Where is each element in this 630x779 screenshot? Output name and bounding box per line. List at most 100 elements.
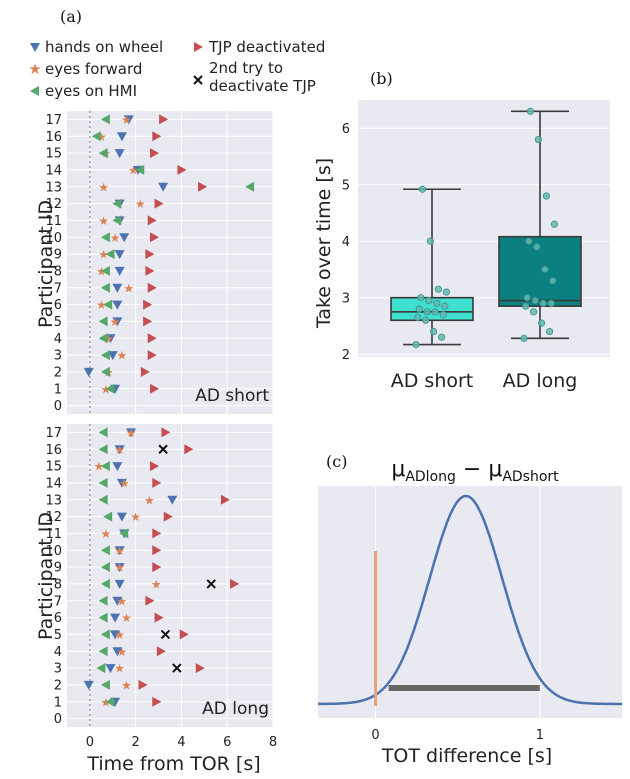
hands-point (83, 367, 94, 377)
tjp-point (147, 350, 157, 361)
hands-point (114, 546, 125, 556)
eyes_forward-point: ★ (121, 113, 132, 127)
y-tick-label: 0 (54, 712, 62, 727)
y-tick-label: 8 (54, 577, 62, 592)
a-bottom-ylabel: Participant ID (35, 512, 57, 640)
data-point (417, 294, 425, 302)
eyes_hmi-point (100, 578, 110, 589)
data-point (429, 327, 438, 336)
data-point (545, 327, 554, 336)
data-point (525, 237, 533, 245)
eyes_hmi-point (98, 444, 108, 455)
y-tick-label: 17 (45, 113, 62, 128)
legend-hands-marker (30, 43, 40, 52)
hands-point (110, 613, 121, 623)
tjp-point (154, 612, 164, 623)
hands-point (114, 563, 125, 573)
hands-point (114, 266, 125, 276)
y-tick-label: 4 (54, 645, 62, 660)
tjp-point (152, 477, 162, 488)
hands-point (114, 445, 125, 455)
svg-text:★: ★ (28, 60, 41, 78)
y-tick-label: 12 (45, 197, 62, 212)
x-tick-label: 1 (536, 728, 544, 743)
eyes_forward-point: ★ (114, 662, 125, 676)
data-point (413, 313, 422, 322)
eyes_hmi-point (105, 696, 115, 707)
x-tick-label: 8 (269, 735, 277, 750)
hands-point (116, 512, 127, 522)
tjp-point (147, 215, 157, 226)
tjp-point (152, 131, 162, 142)
hands-point (105, 664, 116, 674)
data-point (425, 296, 433, 305)
eyes_forward-point: ★ (96, 298, 107, 312)
y-tick-label: 9 (54, 248, 62, 263)
tjp-point (152, 528, 162, 539)
y-tick-label: 3 (54, 662, 62, 677)
hands-point (105, 334, 116, 344)
eyes_hmi-point (100, 366, 110, 377)
eyes_forward-point: ★ (151, 577, 162, 591)
eyes_forward-point: ★ (123, 281, 134, 295)
c-title: μADlong − μADshort (391, 457, 559, 485)
y-tick-label: 15 (45, 460, 62, 475)
data-point (418, 185, 426, 193)
eyes_hmi-point (100, 350, 110, 361)
a-xlabel: Time from TOR [s] (86, 753, 260, 775)
hands-point (114, 149, 125, 159)
eyes_forward-point: ★ (96, 264, 107, 278)
y-tick-label: 4 (342, 235, 350, 250)
eyes_hmi-point (98, 646, 108, 657)
eyes_forward-point: ★ (103, 332, 114, 346)
box (390, 296, 474, 322)
legend-second-try-label-2: deactivate TJP (209, 77, 316, 95)
hands-point (126, 428, 137, 438)
eyes_hmi-point (112, 215, 122, 226)
eyes_forward-point: ★ (101, 527, 112, 541)
y-tick-label: 11 (45, 527, 62, 542)
y-tick-label: 13 (45, 493, 62, 508)
eyes_hmi-point (100, 679, 110, 690)
tjp-point (198, 181, 208, 192)
data-point (421, 316, 430, 324)
eyes_forward-point: ★ (96, 130, 107, 144)
data-point (521, 302, 530, 310)
y-tick-label: 5 (342, 179, 350, 194)
data-point (431, 308, 439, 316)
eyes_forward-point: ★ (101, 382, 112, 396)
y-tick-label: 10 (45, 231, 62, 246)
legend: hands on wheel ★ eyes forward eyes on HM… (28, 38, 325, 100)
eyes_forward-point: ★ (121, 678, 132, 692)
eyes_forward-point: ★ (110, 231, 121, 245)
data-point (549, 277, 557, 285)
tjp-point (184, 444, 194, 455)
eyes_forward-point: ★ (117, 645, 128, 659)
tjp-point (161, 427, 171, 438)
inset-label: AD short (195, 386, 269, 406)
hands-point (158, 182, 169, 192)
data-point (423, 308, 431, 316)
hands-point (116, 132, 127, 142)
hands-point (112, 300, 123, 310)
eyes_hmi-point (98, 427, 108, 438)
y-tick-label: 0 (54, 399, 62, 414)
y-tick-label: 5 (54, 315, 62, 330)
eyes_forward-point: ★ (101, 695, 112, 709)
eyes_forward-point: ★ (135, 197, 146, 211)
eyes_hmi-point (135, 164, 145, 175)
x-tick-label: 0 (86, 735, 94, 750)
c-xlabel: TOT difference [s] (381, 745, 552, 767)
second_try-point (172, 663, 182, 673)
eyes_hmi-point (98, 477, 108, 488)
y-tick-label: 16 (45, 130, 62, 145)
panel-b-boxplot: 2 3 4 5 6 AD short AD long (342, 100, 610, 392)
legend-eyes-hmi-label: eyes on HMI (45, 82, 137, 100)
eyes_hmi-point (100, 461, 110, 472)
plot-area (67, 424, 273, 727)
data-point (439, 311, 447, 319)
y-tick-label: 3 (342, 292, 350, 307)
eyes_hmi-point (105, 383, 115, 394)
y-tick-label: 7 (54, 594, 62, 609)
